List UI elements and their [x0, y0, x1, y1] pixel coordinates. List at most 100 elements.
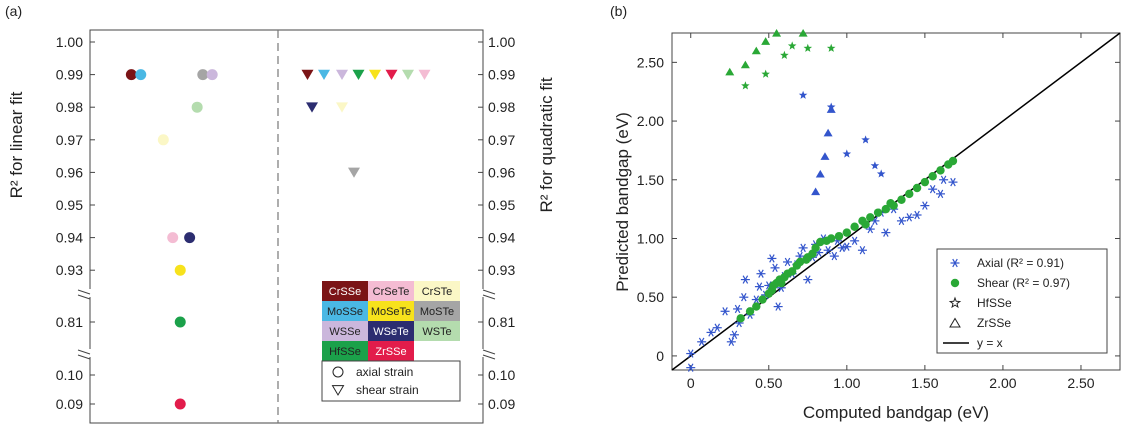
right-tick-label: 0.09 — [488, 396, 515, 412]
axial-point — [773, 302, 783, 311]
shear-point — [758, 295, 767, 304]
right-tick-label: 1.00 — [488, 34, 515, 50]
legend-label-zrsse: ZrSSe — [977, 316, 1011, 330]
axial-point — [881, 228, 891, 237]
axial-hfsse-point — [842, 149, 852, 158]
shear-point-crsse — [301, 69, 314, 80]
axial-strain-label: axial strain — [356, 365, 413, 379]
axial-point — [803, 275, 813, 284]
legend-label-crste: CrSTe — [422, 286, 453, 298]
axial-point-crsse — [125, 69, 137, 81]
asterisk-stroke — [734, 304, 741, 314]
y-axis-label: Predicted bandgap (eV) — [613, 112, 632, 292]
shear-point — [802, 255, 811, 264]
legend-swatch-mosete — [368, 301, 414, 321]
y-tick-label: 1.00 — [637, 230, 664, 246]
left-tick-label: 0.96 — [56, 164, 83, 180]
x-tick-label: 1.00 — [833, 375, 860, 391]
axial-hfsse-point — [870, 161, 880, 170]
y-tick-label: 0.50 — [637, 289, 664, 305]
asterisk-stroke — [815, 248, 822, 257]
legend-label-axial: Axial (R² = 0.91) — [977, 256, 1064, 270]
asterisk-stroke — [844, 242, 850, 251]
left-tick-label: 0.97 — [56, 132, 83, 148]
right-tick-label: 0.98 — [488, 99, 515, 115]
panel-b: (b) 0 0.50 1.00 1.50 2.00 2.50 0 0.50 1.00 1.50 2.… — [610, 3, 1121, 422]
axial-point — [733, 304, 743, 314]
axis-break-lower-gap — [76, 349, 92, 357]
shear-hfsse-point — [780, 50, 789, 59]
shear-point-hfsse — [352, 69, 365, 80]
asterisk-stroke — [687, 349, 694, 358]
axial-point-moste — [197, 69, 209, 81]
shear-zrsse-point — [772, 28, 782, 37]
asterisk-stroke — [937, 189, 944, 199]
legend-label-wsete: WSeTe — [373, 326, 408, 338]
shear-point — [752, 302, 761, 311]
axial-point — [928, 184, 938, 194]
shear-point — [912, 183, 922, 193]
axis-break-lower-gap — [481, 349, 497, 357]
right-tick-label: 0.94 — [488, 230, 515, 246]
axial-hfsse-point — [826, 102, 836, 111]
shear-point — [861, 220, 870, 229]
right-tick-label: 0.93 — [488, 262, 515, 278]
axial-point — [935, 189, 945, 199]
shear-point — [777, 278, 786, 288]
shear-point — [787, 267, 797, 276]
y-tick-label: 2.50 — [637, 54, 664, 70]
left-tick-label: 0.94 — [56, 230, 83, 246]
shear-zrsse-point — [761, 37, 771, 45]
shear-hfsse-point — [803, 43, 813, 52]
axial-point — [756, 269, 766, 278]
asterisk-stroke — [805, 275, 811, 284]
shear-zrsse-point — [725, 67, 735, 76]
axial-point — [829, 251, 839, 261]
axial-point-wsete — [184, 232, 196, 244]
axial-point — [729, 330, 739, 339]
legend-swatch-wste — [414, 321, 460, 341]
legend-box — [936, 248, 1108, 354]
axial-point — [754, 282, 764, 291]
axis-break-upper-gap — [76, 289, 92, 297]
asterisk-stroke — [758, 269, 764, 278]
panel-b-legend: Axial (R² = 0.91) Shear (R² = 0.97) HfSSe Z… — [936, 248, 1108, 354]
marker-legend-box — [321, 360, 461, 402]
shear-strain-label: shear strain — [356, 383, 419, 397]
shear-point-crsete — [418, 69, 431, 80]
shear-point — [827, 234, 836, 243]
legend-swatch-hfsse — [322, 341, 368, 361]
legend-label-moste: MoSTe — [420, 306, 454, 318]
asterisk-stroke — [722, 307, 728, 316]
left-tick-label: 0.81 — [56, 314, 83, 330]
legend-entry-axial: Axial (R² = 0.91) — [950, 256, 1064, 270]
legend-hfsse-icon — [948, 296, 962, 309]
asterisk-stroke — [772, 263, 778, 273]
axial-hfsse-point — [861, 135, 870, 144]
shear-strain-symbol — [331, 385, 345, 396]
shear-point-wsete — [306, 102, 318, 113]
axial-point — [842, 242, 852, 251]
axis-break-lower-slash — [482, 349, 496, 355]
axial-point — [720, 307, 730, 316]
axis-break-upper-slash — [77, 289, 91, 295]
left-tick-label: 1.00 — [56, 34, 83, 50]
legend-swatch-wsete — [368, 321, 414, 341]
asterisk-stroke — [731, 330, 738, 339]
shear-hfsse-point — [826, 43, 836, 52]
x-tick-label: 2.00 — [989, 375, 1016, 391]
asterisk-stroke — [831, 251, 838, 261]
axial-point — [896, 216, 906, 226]
right-y-axis: 1.00 0.99 0.98 0.97 0.96 0.95 0.94 0.93 0.81 0.10… — [478, 34, 515, 412]
legend-label-mosete: MoSeTe — [371, 306, 411, 318]
legend-swatch-crsete — [368, 281, 414, 301]
asterisk-stroke — [741, 293, 747, 302]
asterisk-stroke — [859, 246, 866, 255]
legend-swatch-crsse — [322, 281, 368, 301]
shear-point — [873, 208, 883, 217]
y-axis-label-right: R² for quadratic fit — [537, 77, 556, 212]
axial-point — [912, 210, 922, 220]
asterisk-stroke — [825, 246, 831, 255]
shear-point-mosse — [318, 69, 330, 80]
